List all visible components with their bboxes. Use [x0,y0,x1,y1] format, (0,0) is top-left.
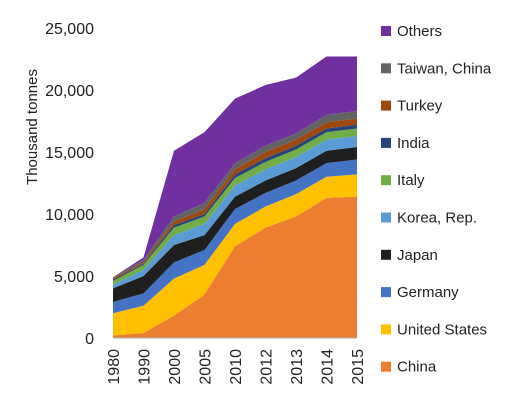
area-germany [113,159,357,314]
area-china [113,196,357,338]
area-united-states [113,174,357,336]
legend: Others Taiwan, China Turkey India Italy Korea… [381,23,492,376]
y-tick-label: 5,000 [54,269,94,286]
legend-swatch-germany [381,287,391,298]
area-korea-rep [113,135,357,289]
y-tick-label: 10,000 [45,207,94,224]
legend-swatch-others [381,26,391,36]
legend-swatch-korea-rep [381,212,391,223]
y-tick-labels: 0 5,000 10,000 15,000 20,000 25,000 [45,21,94,348]
x-tick-label: 2010 [228,349,245,385]
x-tick-label: 2000 [167,349,184,385]
legend-label-italy: Italy [397,172,425,189]
legend-label-japan: Japan [397,247,438,264]
x-tick-label: 1980 [106,349,123,385]
x-tick-label: 2013 [289,349,306,385]
area-italy [113,128,357,285]
y-tick-label: 15,000 [45,145,94,162]
legend-label-taiwan-china: Taiwan, China [397,60,492,77]
legend-swatch-china [381,361,391,372]
y-tick-label: 0 [85,331,94,348]
legend-label-others: Others [397,23,442,40]
y-tick-label: 20,000 [45,83,94,100]
legend-swatch-turkey [381,100,391,111]
legend-label-germany: Germany [397,284,459,301]
legend-label-turkey: Turkey [397,98,443,115]
x-tick-label: 2012 [259,349,276,385]
legend-label-korea-rep: Korea, Rep. [397,210,477,227]
legend-swatch-india [381,137,391,148]
x-tick-labels: 1980 1990 2000 2005 2010 2012 2013 2014 2015 [106,349,367,385]
x-tick-label: 2005 [198,349,215,385]
x-tick-label: 2014 [320,349,337,385]
y-tick-label: 25,000 [45,21,94,38]
legend-swatch-italy [381,175,391,186]
x-tick-label: 2015 [350,349,367,385]
area-japan [113,147,357,303]
x-tick-label: 1990 [137,349,154,385]
legend-swatch-japan [381,249,391,260]
legend-label-india: India [397,135,430,152]
legend-swatch-taiwan-china [381,63,391,74]
y-axis-label: Thousand tonnes [24,69,41,185]
area-others [113,56,357,278]
area-series-group [113,56,357,338]
legend-label-china: China [397,359,437,376]
legend-swatch-united-states [381,324,391,335]
legend-label-united-states: United States [397,321,487,338]
